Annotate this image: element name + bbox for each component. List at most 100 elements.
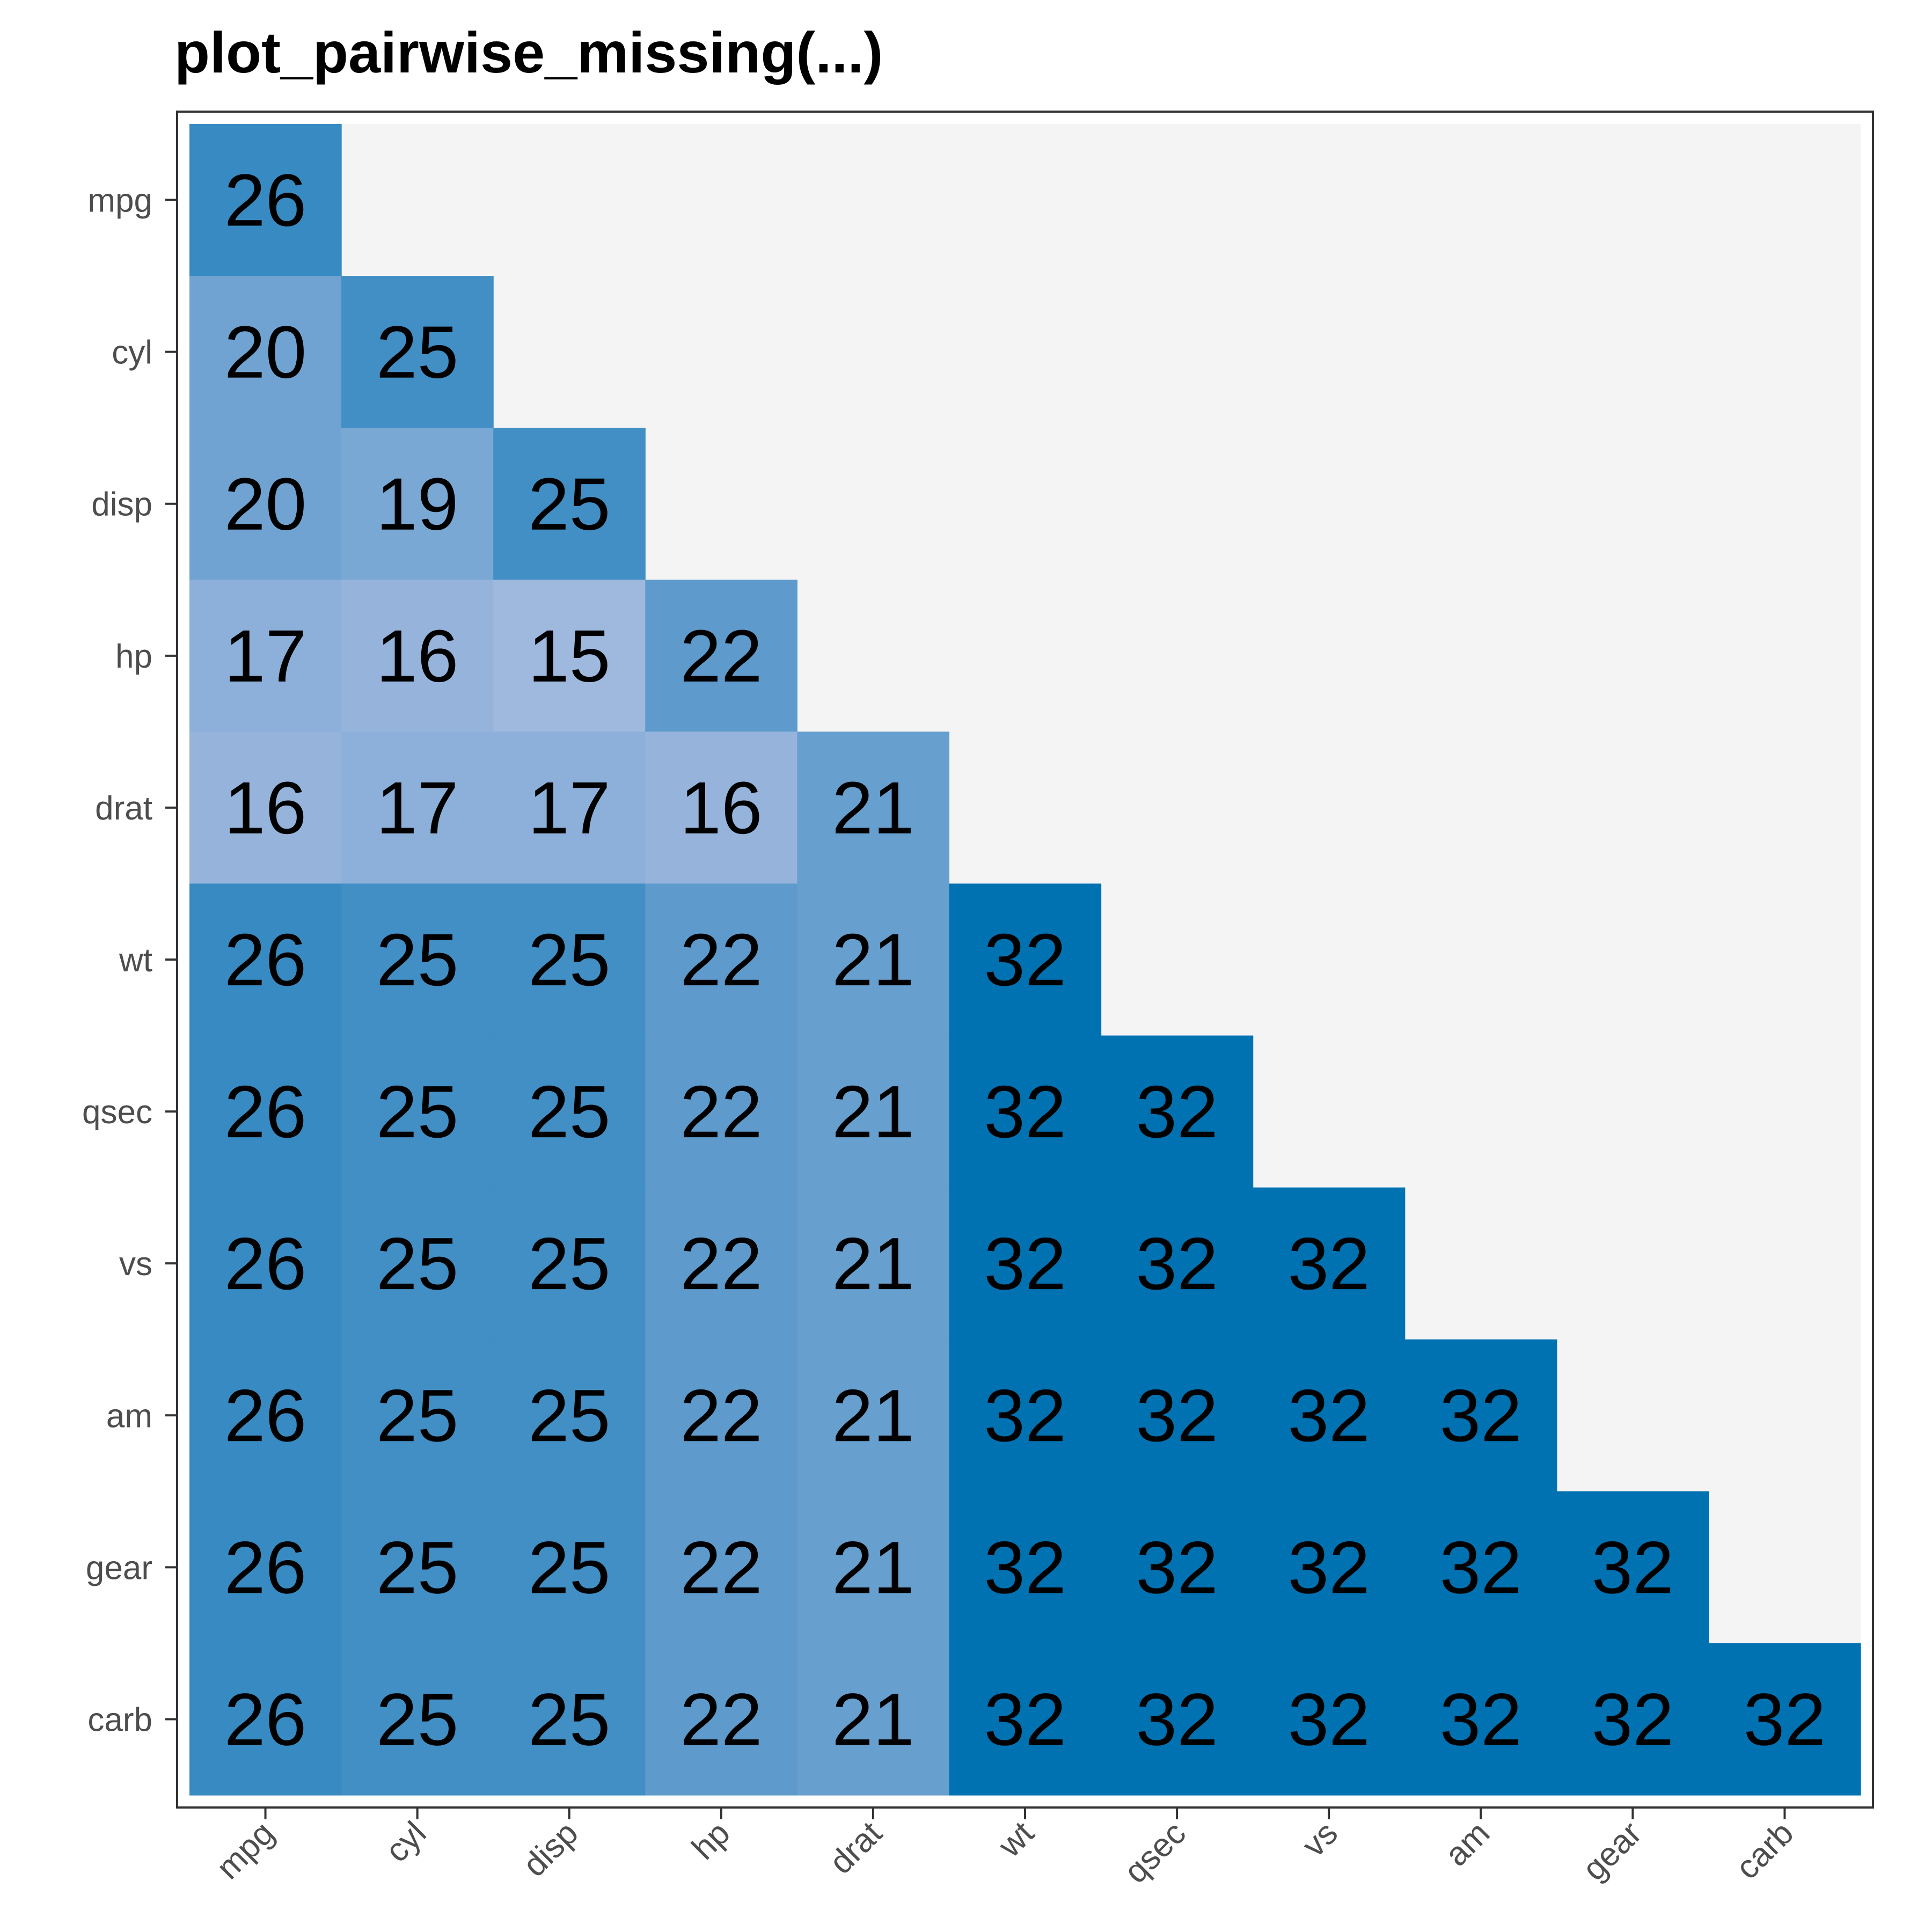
cell-value-label: 22 (680, 1526, 763, 1609)
cell-value-label: 32 (984, 1223, 1066, 1305)
heatmap-cell-qsec-drat (797, 1035, 950, 1188)
heatmap-cell-am-drat (797, 1339, 950, 1492)
x-tick-label: qsec (1117, 1814, 1193, 1890)
y-tick-label: vs (119, 1246, 152, 1283)
cell-value-label: 32 (1136, 1223, 1218, 1305)
cell-value-label: 16 (224, 767, 307, 850)
cell-value-label: 32 (1592, 1678, 1674, 1761)
heatmap-cell-drat-disp (493, 731, 646, 884)
x-tick-label: mpg (209, 1814, 281, 1886)
heatmap-cells (189, 124, 1861, 1796)
heatmap-cell-drat-mpg (189, 731, 342, 884)
heatmap-cell-qsec-qsec (1101, 1035, 1254, 1188)
cell-value-label: 22 (680, 1071, 763, 1153)
cell-value-label: 16 (680, 767, 763, 850)
heatmap-cell-am-disp (493, 1339, 646, 1492)
cell-value-label: 32 (1287, 1223, 1370, 1305)
cell-value-label: 25 (528, 1374, 611, 1457)
heatmap-cell-hp-cyl (341, 580, 494, 732)
cell-value-label: 25 (376, 919, 459, 1001)
heatmap-cell-mpg-mpg (189, 124, 342, 276)
heatmap-cell-hp-hp (645, 580, 797, 732)
heatmap-cell-wt-hp (645, 883, 797, 1036)
cell-value-label: 21 (832, 1678, 914, 1761)
heatmap-cell-gear-wt (949, 1491, 1102, 1644)
heatmap-cell-hp-mpg (189, 580, 342, 732)
heatmap-cell-qsec-cyl (341, 1035, 494, 1188)
cell-value-label: 19 (376, 463, 459, 546)
cell-value-label: 32 (1136, 1071, 1218, 1153)
x-axis: mpg cyl disp hp drat wt qsec vs am gear carb (209, 1807, 1801, 1891)
cell-value-label: 20 (224, 311, 307, 394)
x-tick-label: vs (1295, 1814, 1345, 1864)
x-tick-label: am (1438, 1814, 1497, 1874)
heatmap-cell-carb-vs (1253, 1643, 1406, 1796)
heatmap-cell-gear-vs (1253, 1491, 1406, 1644)
heatmap-cell-drat-drat (797, 731, 950, 884)
heatmap-cell-cyl-cyl (341, 276, 494, 428)
y-tick-label: carb (87, 1701, 152, 1738)
y-tick-label: drat (95, 790, 152, 827)
heatmap-cell-wt-wt (949, 883, 1102, 1036)
x-tick-label: carb (1729, 1814, 1801, 1886)
cell-value-label: 25 (376, 1678, 459, 1761)
cell-value-label: 21 (832, 767, 914, 850)
heatmap-cell-drat-cyl (341, 731, 494, 884)
cell-value-label: 17 (528, 767, 611, 850)
cell-value-label: 26 (224, 1071, 307, 1153)
cell-value-label: 21 (832, 1071, 914, 1153)
cell-value-label: 25 (528, 1526, 611, 1609)
heatmap-cell-carb-carb (1708, 1643, 1861, 1796)
heatmap-cell-am-qsec (1101, 1339, 1254, 1492)
cell-value-label: 25 (376, 1223, 459, 1305)
y-tick-label: gear (86, 1549, 152, 1586)
heatmap-cell-vs-qsec (1101, 1187, 1254, 1340)
x-tick-label: gear (1576, 1814, 1649, 1888)
heatmap-cell-qsec-hp (645, 1035, 797, 1188)
cell-value-label: 32 (1744, 1678, 1826, 1761)
cell-value-label: 25 (528, 1678, 611, 1761)
heatmap-cell-vs-mpg (189, 1187, 342, 1340)
chart-title: plot_pairwise_missing(...) (174, 20, 883, 85)
heatmap-cell-gear-hp (645, 1491, 797, 1644)
cell-value-label: 32 (984, 1678, 1066, 1761)
cell-value-label: 32 (1287, 1678, 1370, 1761)
heatmap-cell-cyl-mpg (189, 276, 342, 428)
cell-value-label: 22 (680, 919, 763, 1001)
cell-value-label: 32 (984, 919, 1066, 1001)
cell-value-label: 21 (832, 1526, 914, 1609)
x-tick-label: hp (685, 1814, 737, 1867)
heatmap-cell-carb-cyl (341, 1643, 494, 1796)
heatmap-cell-am-am (1404, 1339, 1557, 1492)
heatmap-cell-gear-qsec (1101, 1491, 1254, 1644)
y-tick-label: cyl (112, 334, 152, 371)
cell-value-label: 21 (832, 1223, 914, 1305)
heatmap-cell-vs-vs (1253, 1187, 1406, 1340)
heatmap-cell-carb-mpg (189, 1643, 342, 1796)
cell-value-label: 22 (680, 615, 763, 698)
y-tick-label: qsec (82, 1094, 152, 1131)
heatmap-cell-gear-gear (1556, 1491, 1709, 1644)
cell-value-label: 26 (224, 159, 307, 242)
cell-value-label: 32 (1136, 1374, 1218, 1457)
cell-value-label: 25 (528, 919, 611, 1001)
cell-value-label: 32 (1440, 1678, 1523, 1761)
cell-value-label: 25 (528, 1071, 611, 1153)
y-tick-label: wt (119, 942, 152, 979)
heatmap-cell-vs-cyl (341, 1187, 494, 1340)
heatmap-cell-qsec-mpg (189, 1035, 342, 1188)
cell-value-label: 25 (528, 1223, 611, 1305)
cell-value-label: 17 (224, 615, 307, 698)
heatmap-cell-carb-gear (1556, 1643, 1709, 1796)
heatmap-cell-wt-cyl (341, 883, 494, 1036)
cell-value-label: 26 (224, 1678, 307, 1761)
heatmap-cell-vs-disp (493, 1187, 646, 1340)
x-tick-label: disp (516, 1814, 585, 1884)
cell-value-label: 32 (1287, 1526, 1370, 1609)
heatmap-cell-gear-cyl (341, 1491, 494, 1644)
cell-labels: 26 20 25 20 19 25 17 16 15 22 16 17 17 16 21 26 25 25 22 21… (224, 159, 1826, 1761)
y-axis: mpg cyl disp hp drat wt qsec vs am gear carb (82, 182, 177, 1738)
heatmap-cell-carb-drat (797, 1643, 950, 1796)
heatmap-cell-wt-disp (493, 883, 646, 1036)
